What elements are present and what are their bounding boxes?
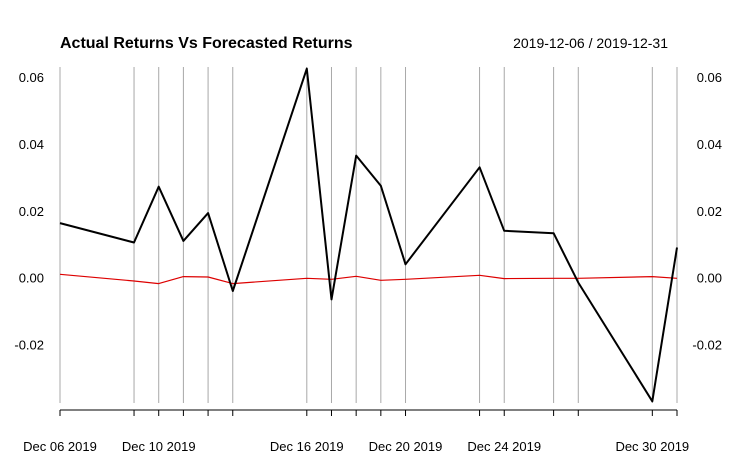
y-tick-label-right: 0.02 — [697, 204, 722, 219]
y-tick-label-right: 0.04 — [697, 137, 722, 152]
y-tick-label-left: 0.06 — [19, 70, 44, 85]
series — [59, 67, 678, 403]
y-tick-label-left: 0.02 — [19, 204, 44, 219]
actual-returns-line — [59, 67, 678, 403]
x-tick-label: Dec 24 2019 — [467, 439, 541, 454]
x-tick-label: Dec 06 2019 — [23, 439, 97, 454]
y-tick-label-right: 0.00 — [697, 271, 722, 286]
forecast-returns-line — [59, 273, 678, 285]
y-tick-label-right: 0.06 — [697, 70, 722, 85]
y-tick-label-right: -0.02 — [692, 337, 722, 352]
chart-title: Actual Returns Vs Forecasted Returns — [60, 35, 353, 52]
x-tick-label: Dec 30 2019 — [615, 439, 689, 454]
x-tick-label: Dec 16 2019 — [270, 439, 344, 454]
grid — [59, 67, 678, 403]
axes: Dec 06 2019 Dec 10 2019 Dec 16 2019 Dec 20 … — [14, 70, 722, 454]
y-tick-label-left: -0.02 — [14, 337, 44, 352]
y-tick-label-left: 0.04 — [19, 137, 44, 152]
x-tick-label: Dec 20 2019 — [369, 439, 443, 454]
x-tick-label: Dec 10 2019 — [122, 439, 196, 454]
y-tick-label-left: 0.00 — [19, 271, 44, 286]
date-range: 2019-12-06 / 2019-12-31 — [513, 35, 668, 51]
